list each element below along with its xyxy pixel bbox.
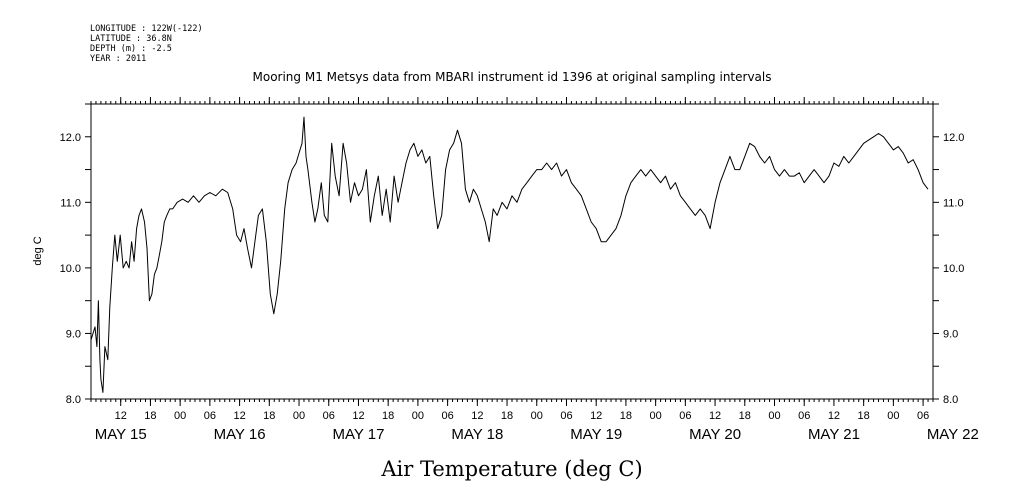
meta-longitude: LONGITUDE : 122W(-122) <box>90 24 203 34</box>
x-hour-label: 12 <box>709 410 721 422</box>
x-hour-label: 12 <box>590 410 602 422</box>
x-day-label: MAY 21 <box>808 426 860 443</box>
x-hour-label: 00 <box>650 410 662 422</box>
meta-depth: DEPTH (m) : -2.5 <box>90 44 172 54</box>
y-axis-label: deg C <box>32 236 44 265</box>
x-hour-label: 00 <box>531 410 543 422</box>
metadata-block: LONGITUDE : 122W(-122) LATITUDE : 36.8N … <box>90 24 203 64</box>
plot-frame <box>90 103 934 400</box>
x-hour-label: 00 <box>887 410 899 422</box>
x-axis-label: Air Temperature (deg C) <box>380 457 642 481</box>
x-day-label: MAY 17 <box>332 426 384 443</box>
series-line-0 <box>90 116 929 393</box>
x-hour-label: 00 <box>412 410 424 422</box>
x-hour-label: 12 <box>352 410 364 422</box>
x-hour-label: 18 <box>739 410 751 422</box>
x-day-label: MAY 16 <box>214 426 266 443</box>
x-day-label: MAY 22 <box>927 426 979 443</box>
y-tick-label-right: 8.0 <box>943 394 958 406</box>
x-hour-label: 06 <box>798 410 810 422</box>
x-hour-label: 06 <box>441 410 453 422</box>
y-tick-label: 11.0 <box>60 197 81 209</box>
y-tick-label: 12.0 <box>60 132 81 144</box>
y-tick-label: 10.0 <box>60 263 81 275</box>
x-hour-label: 18 <box>501 410 513 422</box>
x-day-label: MAY 19 <box>570 426 622 443</box>
x-hour-label: 12 <box>115 410 127 422</box>
x-day-label: MAY 18 <box>451 426 503 443</box>
x-hour-label: 06 <box>560 410 572 422</box>
y-tick-label: 8.0 <box>66 394 81 406</box>
x-hour-label: 00 <box>174 410 186 422</box>
minor-ticks <box>90 101 934 402</box>
series-layer <box>90 116 929 393</box>
x-day-label: MAY 15 <box>95 426 147 443</box>
x-hour-label: 12 <box>828 410 840 422</box>
x-hour-label: 18 <box>382 410 394 422</box>
x-hour-label: 18 <box>620 410 632 422</box>
x-hour-label: 18 <box>858 410 870 422</box>
y-tick-label-right: 12.0 <box>943 132 964 144</box>
x-hour-label: 12 <box>471 410 483 422</box>
x-hour-label: 00 <box>768 410 780 422</box>
chart-title: Mooring M1 Metsys data from MBARI instru… <box>253 70 772 84</box>
x-axis: 12 18 00 06 12 18 00 06 12 18 00 06 12 18 00 06 12 18 00 06… <box>95 97 979 443</box>
x-hour-label: 06 <box>917 410 929 422</box>
y-tick-label-right: 11.0 <box>943 197 964 209</box>
y-tick-label-right: 9.0 <box>943 328 958 340</box>
y-tick-label: 9.0 <box>66 328 81 340</box>
y-axis: 8.0 8.0 9.0 9.0 10.0 10.0 11.0 11.0 12.0 12.0 <box>60 103 964 406</box>
x-hour-label: 12 <box>233 410 245 422</box>
meta-year: YEAR : 2011 <box>90 54 146 64</box>
meta-latitude: LATITUDE : 36.8N <box>90 34 172 44</box>
x-hour-label: 00 <box>293 410 305 422</box>
x-hour-label: 06 <box>323 410 335 422</box>
y-tick-label-right: 10.0 <box>943 263 964 275</box>
x-hour-label: 18 <box>144 410 156 422</box>
x-day-label: MAY 20 <box>689 426 741 443</box>
x-hour-label: 06 <box>204 410 216 422</box>
x-hour-label: 18 <box>263 410 275 422</box>
x-hour-label: 06 <box>679 410 691 422</box>
